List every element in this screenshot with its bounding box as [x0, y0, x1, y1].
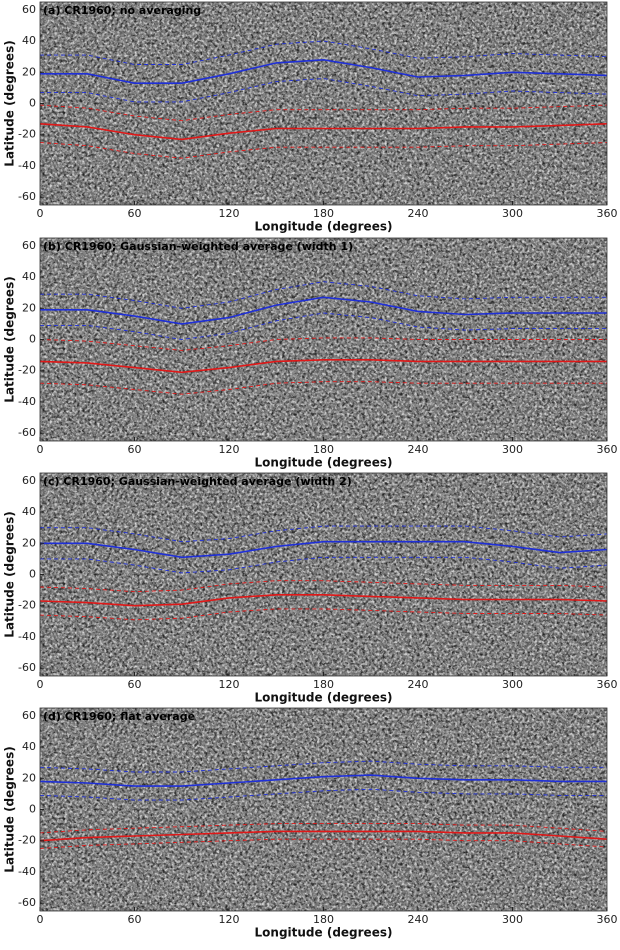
x-tick-label: 180	[313, 678, 334, 691]
curve	[40, 312, 607, 340]
x-tick-label: 180	[313, 207, 334, 220]
y-tick-label: -20	[18, 128, 36, 141]
x-tick-label: 360	[597, 913, 618, 926]
panel-title: (b) CR1960; Gaussian-weighted average (w…	[43, 240, 353, 253]
panel: -60 -40 -20 0 20 40 60 0 60 120 180 240 300 360 (b) CR…	[3, 237, 618, 470]
magnetogram-light	[40, 473, 607, 676]
x-tick-label: 360	[597, 678, 618, 691]
y-tick-label: 0	[29, 97, 36, 110]
x-tick-label: 60	[128, 207, 142, 220]
curve	[39, 337, 607, 351]
y-tick-label: 0	[29, 803, 36, 816]
curve	[39, 359, 607, 374]
x-tick-label: 60	[128, 443, 142, 456]
x-tick-label: 180	[313, 913, 334, 926]
x-tick-label: 120	[219, 207, 240, 220]
curve	[39, 123, 608, 141]
y-tick-label: -60	[18, 896, 36, 909]
y-tick-label: 60	[22, 3, 36, 16]
x-tick-label: 240	[408, 207, 429, 220]
y-axis-label: Latitude (degrees)	[3, 40, 17, 166]
curve	[40, 40, 608, 65]
x-tick-label: 120	[219, 443, 240, 456]
y-tick-label: 60	[22, 474, 36, 487]
x-tick-label: 360	[597, 443, 618, 456]
x-tick-label: 120	[219, 913, 240, 926]
magnetogram-light	[40, 2, 607, 205]
x-tick-label: 240	[408, 678, 429, 691]
y-tick-label: -20	[18, 599, 36, 612]
y-tick-label: -60	[18, 426, 36, 439]
y-tick-label: 20	[22, 536, 36, 549]
curve	[40, 78, 608, 103]
x-tick-label: 60	[128, 913, 142, 926]
panel-title: (c) CR1960; Gaussian-weighted average (w…	[43, 475, 352, 488]
y-tick-label: 20	[22, 301, 36, 314]
y-tick-label: -60	[18, 661, 36, 674]
x-tick-label: 240	[408, 913, 429, 926]
curve	[39, 580, 608, 593]
x-axis-label: Longitude (degrees)	[255, 691, 393, 705]
panel: -60 -40 -20 0 20 40 60 0 60 120 180 240 300 360 (d) CR…	[3, 707, 618, 940]
curve	[40, 281, 607, 309]
curve	[40, 58, 608, 84]
curve	[40, 525, 608, 543]
curve	[39, 830, 608, 842]
x-axis-label: Longitude (degrees)	[255, 926, 393, 940]
x-tick-label: 300	[502, 207, 523, 220]
x-tick-label: 300	[502, 913, 523, 926]
magnetogram-light	[40, 708, 607, 911]
y-tick-label: 60	[22, 709, 36, 722]
x-axis-label: Longitude (degrees)	[255, 456, 393, 470]
y-axis-label: Latitude (degrees)	[3, 746, 17, 872]
curve	[39, 760, 607, 773]
x-tick-label: 0	[37, 678, 44, 691]
x-tick-label: 60	[128, 678, 142, 691]
y-tick-label: 40	[22, 34, 36, 47]
y-tick-label: 20	[22, 771, 36, 784]
y-axis-label: Latitude (degrees)	[3, 276, 17, 402]
curve	[40, 556, 608, 574]
panel: -60 -40 -20 0 20 40 60 0 60 120 180 240 300 360 (c) CR…	[3, 472, 618, 705]
panel: -60 -40 -20 0 20 40 60 0 60 120 180 240 300 360 (a) CR…	[3, 1, 618, 234]
x-tick-label: 180	[313, 443, 334, 456]
curve	[39, 594, 608, 607]
curve	[39, 788, 607, 801]
x-tick-label: 0	[37, 207, 44, 220]
x-tick-label: 120	[219, 678, 240, 691]
curve	[39, 823, 608, 834]
y-tick-label: 60	[22, 239, 36, 252]
magnetogram-light	[40, 238, 607, 441]
y-tick-label: -40	[18, 159, 36, 172]
y-tick-label: 40	[22, 505, 36, 518]
curve	[39, 838, 608, 849]
curve	[40, 296, 607, 325]
x-tick-label: 0	[37, 443, 44, 456]
panel-title: (a) CR1960; no averaging	[43, 4, 201, 17]
y-tick-label: 0	[29, 333, 36, 346]
x-tick-label: 240	[408, 443, 429, 456]
panel-title: (d) CR1960; flat average	[43, 710, 195, 723]
y-tick-label: -40	[18, 865, 36, 878]
x-tick-label: 0	[37, 913, 44, 926]
y-tick-label: -40	[18, 395, 36, 408]
y-tick-label: 20	[22, 65, 36, 78]
y-tick-label: -20	[18, 834, 36, 847]
x-tick-label: 360	[597, 207, 618, 220]
y-tick-label: -40	[18, 630, 36, 643]
x-tick-label: 300	[502, 678, 523, 691]
y-tick-label: -20	[18, 364, 36, 377]
curve	[40, 540, 608, 559]
y-tick-label: 0	[29, 568, 36, 581]
y-tick-label: 40	[22, 270, 36, 283]
x-tick-label: 300	[502, 443, 523, 456]
curve	[39, 774, 607, 787]
curve	[39, 381, 607, 395]
y-axis-label: Latitude (degrees)	[3, 511, 17, 637]
x-axis-label: Longitude (degrees)	[255, 220, 393, 234]
y-tick-label: -60	[18, 190, 36, 203]
y-tick-label: 40	[22, 740, 36, 753]
curve	[39, 608, 608, 621]
